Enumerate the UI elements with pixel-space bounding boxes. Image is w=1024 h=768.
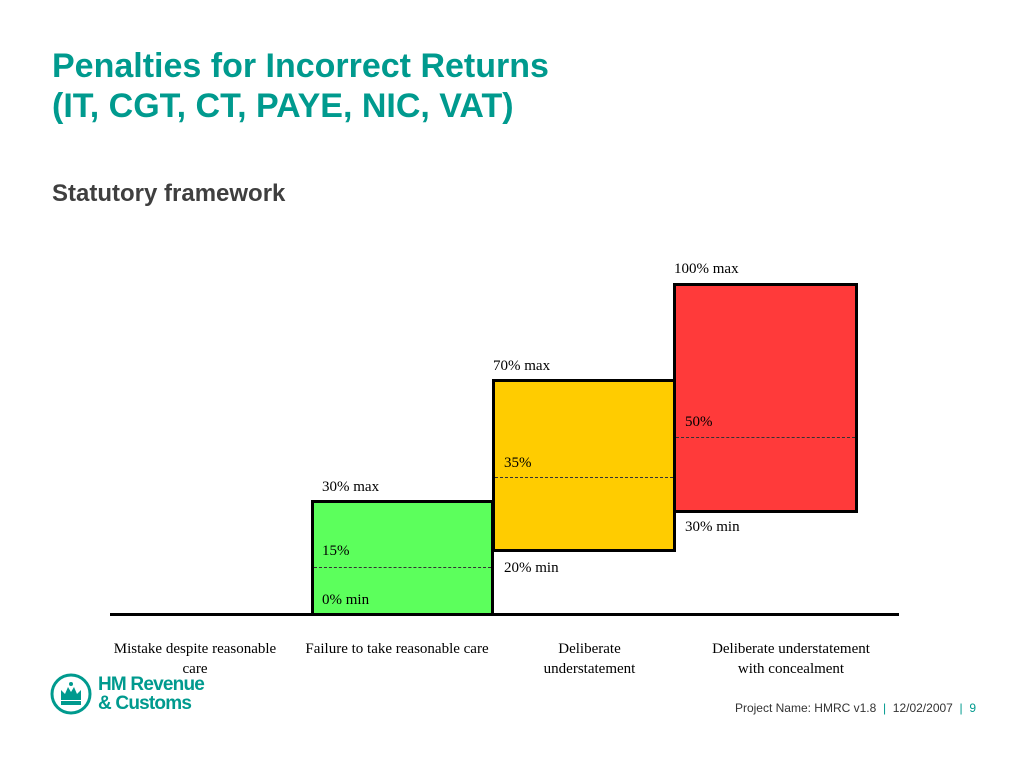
concealment-penalty-box [673, 283, 858, 513]
careless-max-label: 30% max [322, 479, 380, 495]
subtitle: Statutory framework [52, 180, 286, 207]
concealment-mid-label: 50% [685, 414, 713, 430]
concealment-max-label: 100% max [674, 261, 739, 277]
deliberate-penalty-box [492, 379, 676, 552]
category-deliberate: Deliberate understatement [543, 641, 636, 677]
deliberate-max-label: 70% max [493, 358, 551, 374]
deliberate-min-label: 20% min [504, 560, 559, 576]
footer-separator-2: | [959, 701, 963, 715]
careless-penalty-box [311, 500, 494, 616]
careless-mid-label: 15% [322, 543, 350, 559]
footer-date: 12/02/2007 [892, 701, 953, 715]
crown-icon [50, 673, 92, 715]
deliberate-midline [495, 477, 673, 478]
logo-line-2: & Customs [98, 693, 192, 714]
page-title: Penalties for Incorrect Returns (IT, CGT… [52, 46, 549, 126]
footer-separator-1: | [882, 701, 887, 715]
category-mistake: Mistake despite reasonable care [113, 641, 277, 677]
title-line-2: (IT, CGT, CT, PAYE, NIC, VAT) [52, 87, 514, 125]
careless-min-label: 0% min [322, 592, 370, 608]
hmrc-logo: HM Revenue & Customs [50, 673, 205, 715]
footer: Project Name: HMRC v1.8 | 12/02/2007 | 9 [735, 701, 976, 715]
concealment-midline [676, 437, 855, 438]
title-line-1: Penalties for Incorrect Returns [52, 47, 549, 85]
deliberate-mid-label: 35% [504, 455, 532, 471]
baseline [110, 613, 899, 616]
careless-midline [314, 567, 491, 568]
footer-page-number: 9 [969, 701, 976, 715]
footer-project: Project Name: HMRC v1.8 [734, 701, 877, 715]
category-concealment: Deliberate understatement with concealme… [712, 641, 870, 677]
category-failure: Failure to take reasonable care [305, 641, 489, 657]
logo-line-1: HM Revenue [98, 674, 205, 695]
concealment-min-label: 30% min [685, 519, 740, 535]
